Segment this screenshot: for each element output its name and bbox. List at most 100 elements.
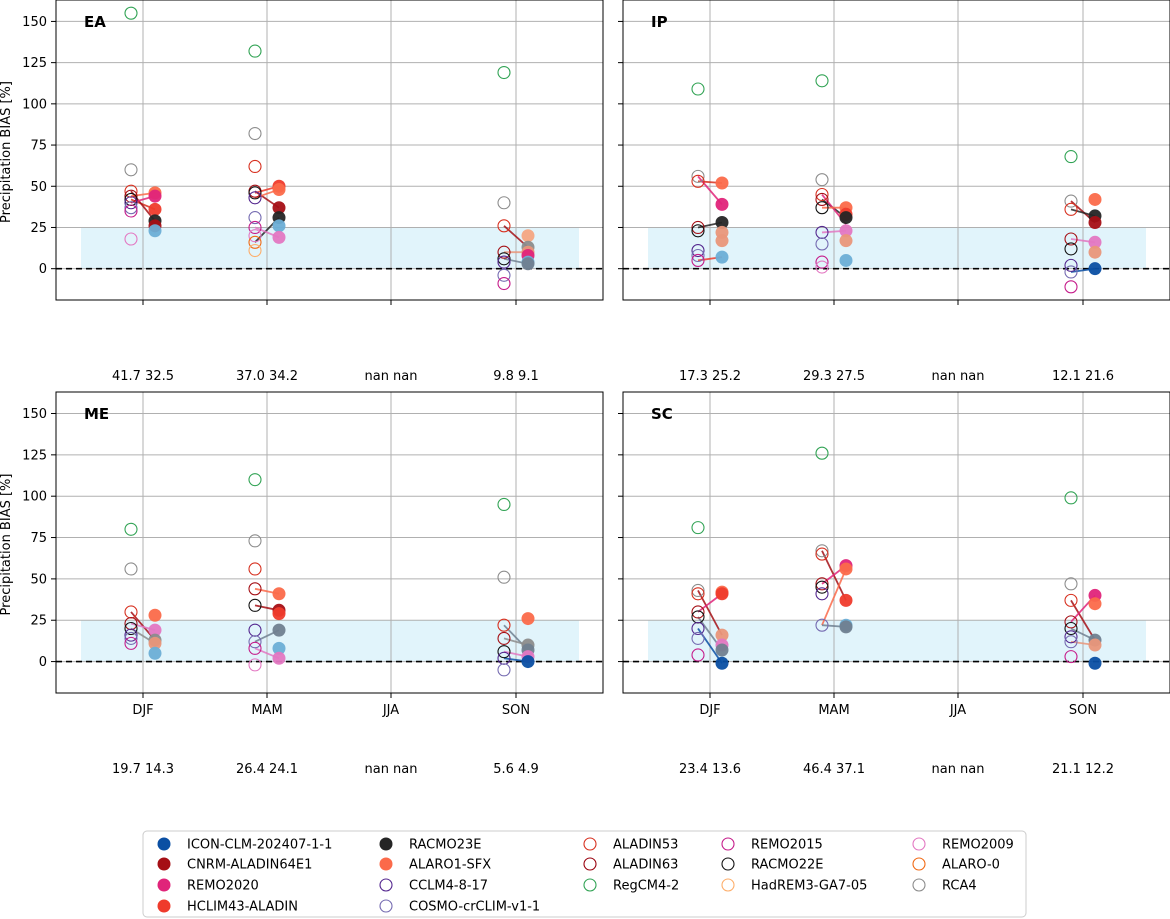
legend-marker (157, 857, 171, 871)
historical-model-point (124, 631, 138, 645)
legend-marker (379, 837, 393, 851)
historical-model-point (815, 260, 829, 274)
season-mean-bias-stats: nan nan (364, 369, 417, 384)
new-model-point (148, 202, 162, 216)
season-mean-bias-stats: 23.4 13.6 (679, 762, 741, 777)
historical-model-point (815, 192, 829, 207)
historical-model-point (815, 173, 829, 187)
new-model-point (715, 216, 729, 230)
legend-marker (912, 857, 926, 871)
historical-model-point (248, 582, 262, 596)
legend-marker (721, 837, 735, 851)
new-model-point (272, 587, 286, 601)
historical-model-point (497, 255, 511, 269)
legend-marker (583, 857, 597, 871)
historical-model-point (124, 562, 138, 576)
y-tick-label: 75 (30, 139, 47, 154)
x-tick-label: JJA (382, 703, 399, 718)
x-tick-label: SON (502, 703, 530, 718)
legend-label: CNRM-ALADIN64E1 (187, 858, 312, 873)
new-model-point (148, 224, 162, 238)
new-model-point (715, 176, 729, 190)
historical-model-point (815, 446, 829, 460)
panel-label: IP (651, 13, 668, 31)
new-model-point (272, 219, 286, 233)
model-change-line (821, 568, 847, 626)
historical-model-point (248, 562, 262, 576)
new-model-point (272, 183, 286, 197)
historical-model-point (691, 648, 705, 662)
plot-frame (55, 0, 604, 301)
historical-model-point (124, 6, 138, 20)
new-model-point (272, 607, 286, 621)
plot-frame (622, 0, 1170, 301)
y-tick-label: 75 (30, 531, 47, 546)
legend-frame (142, 830, 1027, 918)
season-mean-bias-stats: nan nan (364, 762, 417, 777)
legend-label: ALADIN53 (613, 838, 678, 853)
model-change-line (1070, 599, 1096, 641)
y-tick-label: 100 (22, 490, 47, 505)
historical-model-point (497, 645, 511, 659)
new-model-point (715, 197, 729, 211)
historical-model-point (497, 196, 511, 210)
legend-label: HadREM3-GA7-05 (751, 879, 867, 894)
target-band (648, 620, 1146, 662)
new-model-point (272, 623, 286, 637)
historical-model-point (691, 631, 705, 645)
y-tick-label: 150 (22, 407, 47, 422)
new-model-point (715, 250, 729, 264)
historical-model-point (691, 224, 705, 238)
y-axis-label: Precipitation BIAS [%] (0, 81, 14, 223)
historical-model-point (1064, 194, 1078, 208)
legend-label: ALARO1-SFX (409, 858, 491, 873)
legend-marker (583, 878, 597, 892)
x-tick-label: MAM (251, 703, 282, 718)
target-band (81, 227, 579, 269)
historical-model-point (248, 641, 262, 655)
historical-model-point (248, 658, 262, 672)
historical-model-point (124, 196, 138, 210)
x-tick-label: DJF (132, 703, 153, 718)
historical-model-point (497, 65, 511, 80)
historical-model-point (124, 621, 138, 636)
historical-model-point (1064, 577, 1078, 591)
panel-sc: DJF MAM JJA SON SC 23.4 13.6 46.4 37.1 nan nan 2… (618, 391, 1170, 777)
historical-model-point (497, 631, 511, 645)
historical-model-point (691, 174, 705, 188)
y-tick-label: 125 (22, 56, 47, 71)
historical-model-point (1064, 615, 1078, 629)
historical-model-point (815, 201, 829, 215)
new-model-point (148, 646, 162, 660)
season-mean-bias-stats: 17.3 25.2 (679, 369, 741, 384)
plot-frame (55, 391, 604, 694)
legend-label: RACMO22E (751, 858, 823, 873)
historical-model-point (815, 577, 829, 591)
y-tick-label: 125 (22, 448, 47, 463)
historical-model-point (1064, 202, 1078, 216)
new-model-point (1088, 262, 1102, 276)
legend-label: ICON-CLM-202407-1-1 (187, 838, 332, 853)
legend: ICON-CLM-202407-1-1 CNRM-ALADIN64E1 REMO20… (142, 830, 1027, 918)
historical-model-point (815, 547, 829, 561)
season-mean-bias-stats: 5.6 4.9 (493, 762, 538, 777)
historical-model-point (248, 473, 262, 487)
season-mean-bias-stats: 19.7 14.3 (112, 762, 174, 777)
season-mean-bias-stats: 12.1 21.6 (1052, 369, 1114, 384)
legend-marker (721, 857, 735, 871)
historical-model-point (124, 201, 138, 215)
panel-label: EA (84, 13, 106, 31)
historical-model-point (248, 235, 262, 249)
legend-label: REMO2015 (751, 838, 823, 853)
season-mean-bias-stats: 9.8 9.1 (493, 369, 538, 384)
y-tick-label: 0 (39, 262, 47, 277)
legend-marker (157, 837, 171, 851)
historical-model-point (124, 163, 138, 177)
legend-label: RACMO23E (409, 838, 481, 853)
historical-model-point (1064, 232, 1078, 246)
panel-ea: 0 25 50 75 100 125 150 Precipitation BIAS [%] EA… (0, 0, 604, 384)
historical-model-point (1064, 491, 1078, 505)
historical-model-point (124, 636, 138, 650)
historical-model-point (1064, 593, 1078, 607)
